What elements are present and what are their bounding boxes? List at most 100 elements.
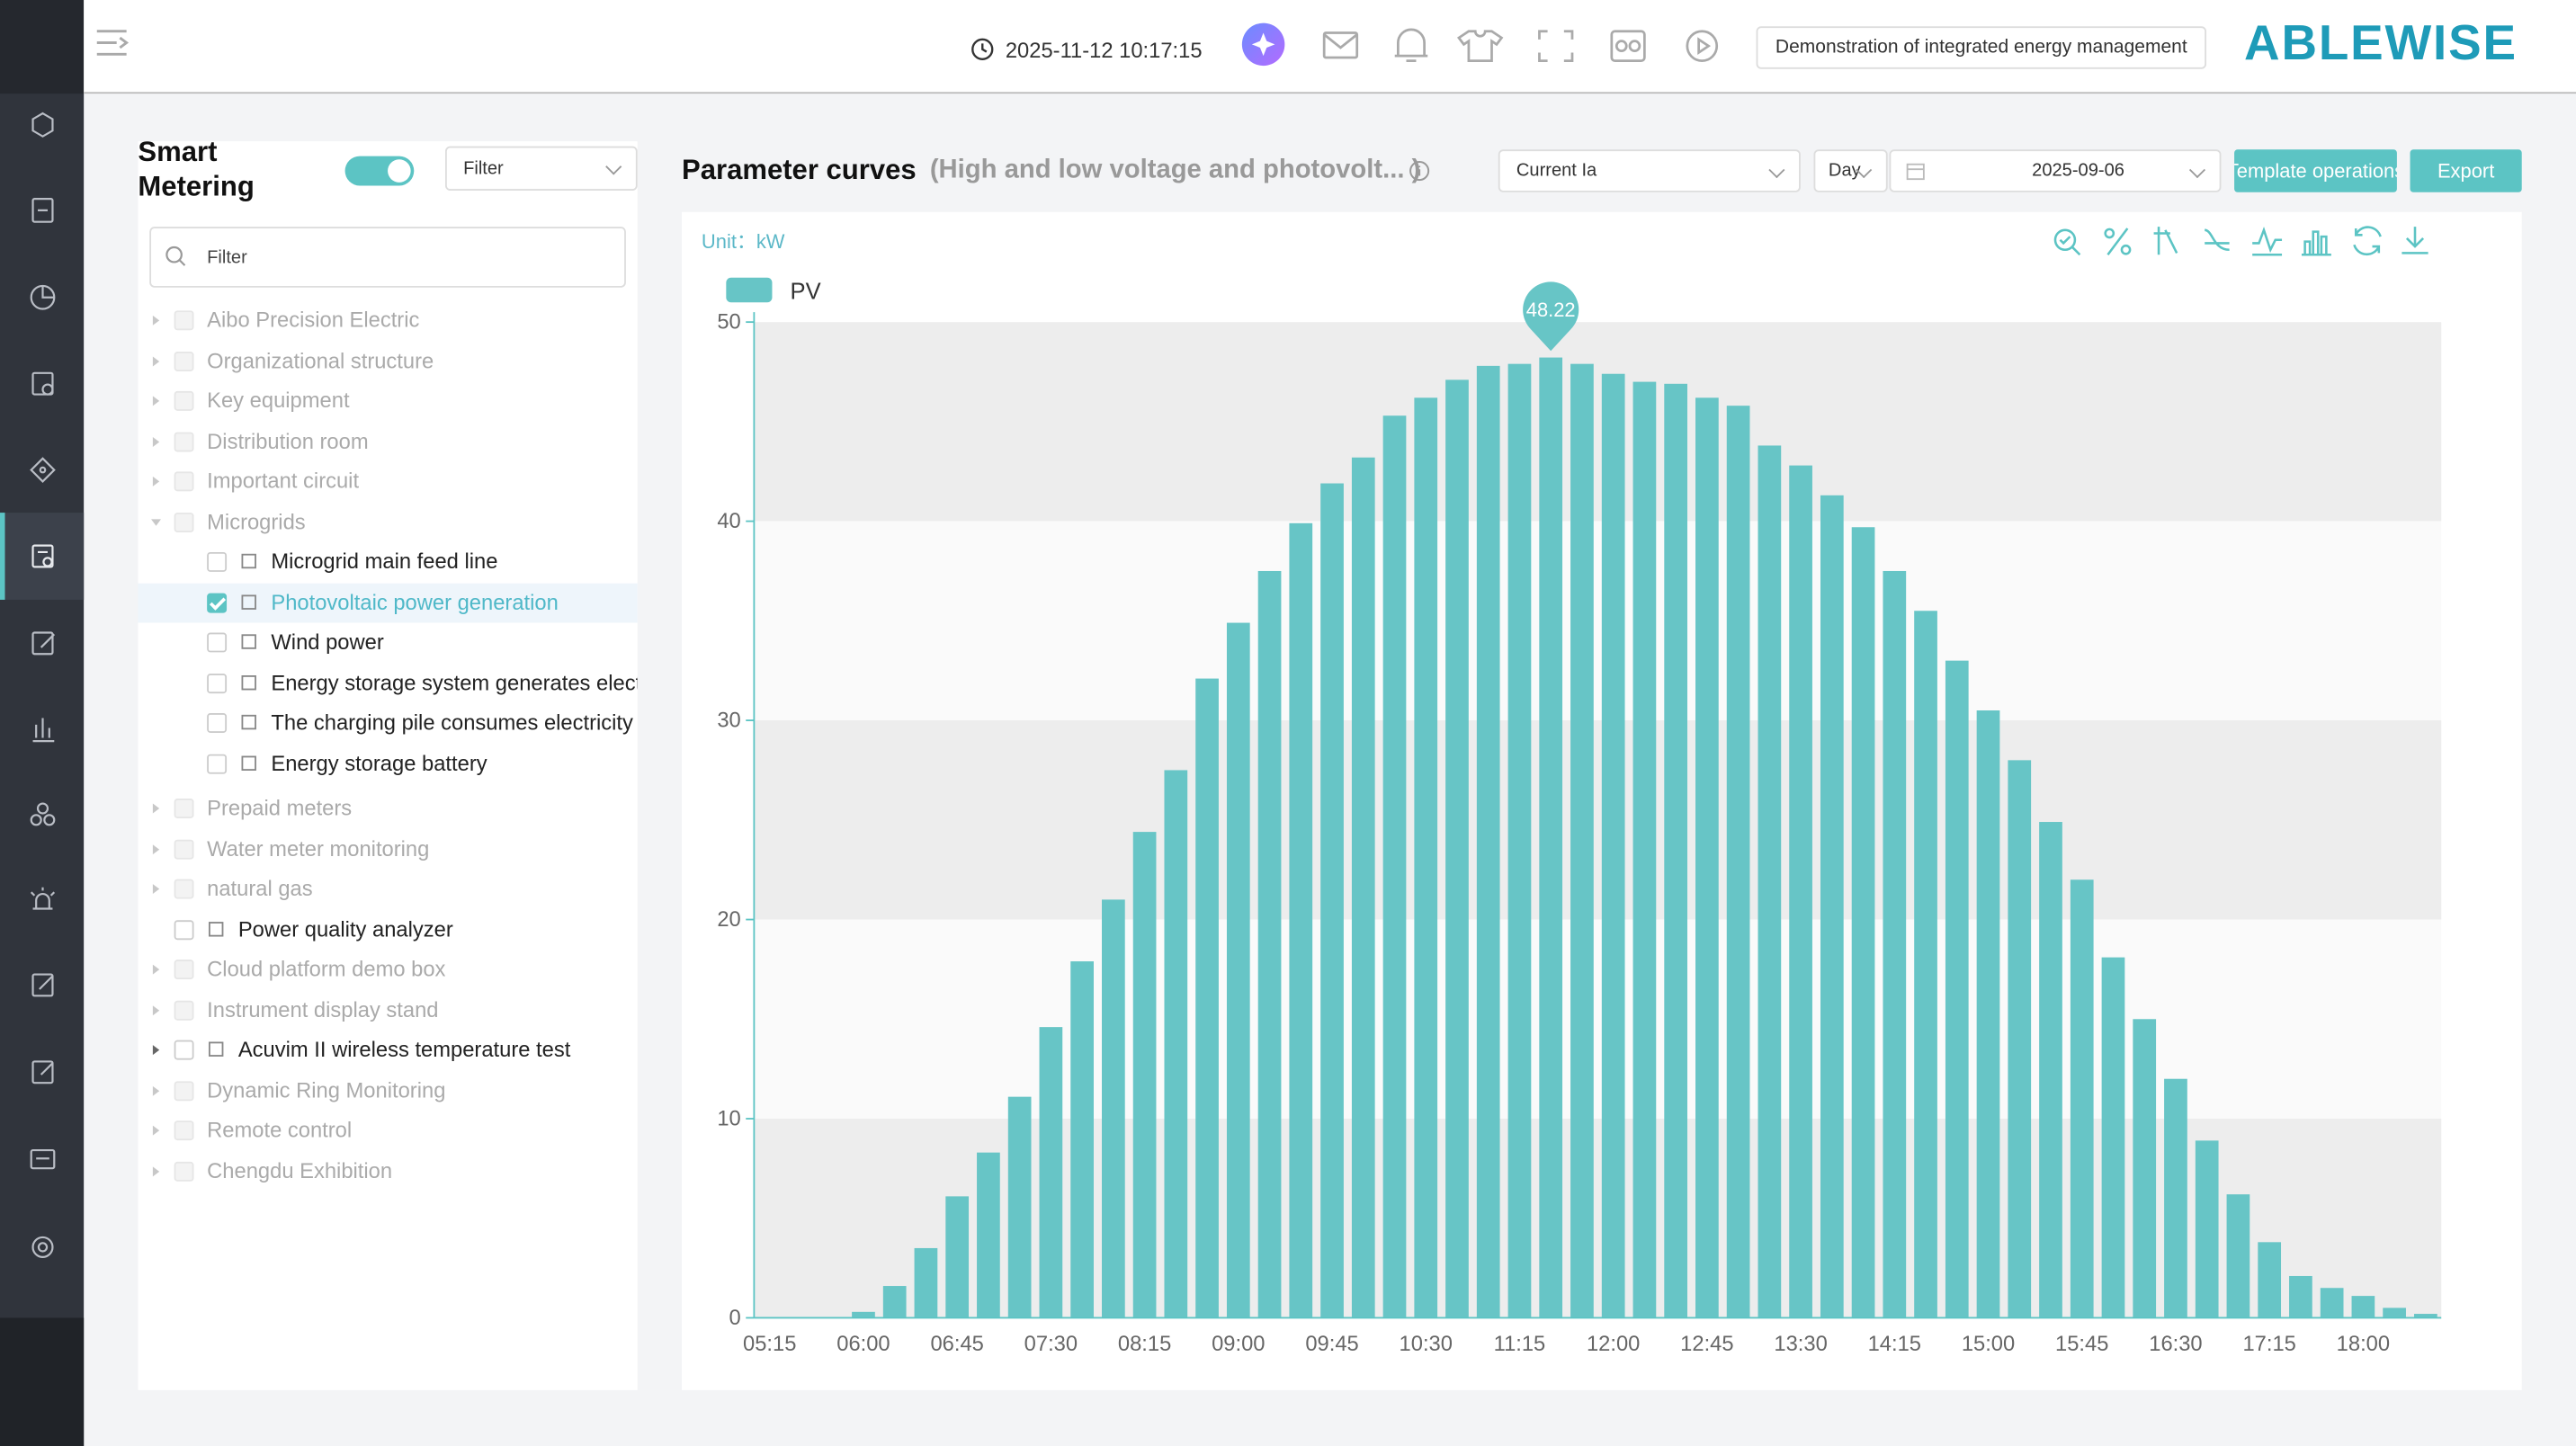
area-tool[interactable] (2252, 226, 2283, 256)
date-picker[interactable]: 2025-09-06 (1889, 149, 2222, 192)
parameter-select[interactable]: Current Ia (1498, 149, 1801, 192)
checkbox[interactable] (174, 310, 194, 331)
download-tool[interactable] (2402, 227, 2428, 254)
nav-icon[interactable] (30, 887, 56, 910)
mail-icon[interactable] (1322, 31, 1359, 59)
assistant-icon[interactable] (1241, 22, 1285, 67)
bar-tool[interactable] (2301, 230, 2331, 256)
expand-arrow[interactable] (152, 1084, 160, 1095)
percent-tool[interactable] (2104, 228, 2132, 255)
tree-row[interactable]: Microgrids (138, 502, 637, 541)
expand-arrow[interactable] (151, 518, 161, 525)
nav-icon[interactable] (30, 457, 56, 483)
tree-row[interactable]: Remote control (138, 1111, 637, 1150)
expand-arrow[interactable] (152, 803, 160, 814)
checkbox[interactable] (174, 879, 194, 899)
tree-row[interactable]: natural gas (138, 870, 637, 909)
checkbox[interactable] (207, 713, 228, 733)
expand-arrow[interactable] (152, 1045, 160, 1056)
theme-icon[interactable] (1456, 30, 1504, 62)
checkbox[interactable] (174, 1080, 194, 1101)
nav-icon[interactable] (30, 802, 56, 826)
tree-row[interactable]: Energy storage battery (138, 744, 637, 783)
checkbox[interactable] (207, 551, 228, 572)
nav-icon[interactable] (31, 973, 54, 997)
expand-arrow[interactable] (152, 315, 160, 326)
tree-row[interactable]: Organizational structure (138, 341, 637, 380)
checkbox[interactable] (174, 471, 194, 492)
tree-row[interactable]: Photovoltaic power generation (138, 582, 638, 622)
expand-arrow[interactable] (152, 355, 160, 366)
checkbox[interactable] (174, 512, 194, 532)
info-icon[interactable] (1408, 159, 1431, 183)
expand-arrow[interactable] (152, 436, 160, 447)
nav-icon[interactable] (31, 371, 54, 396)
tree-row[interactable]: Power quality analyzer (138, 909, 637, 949)
checkbox[interactable] (174, 919, 194, 940)
fullscreen-icon[interactable] (1538, 30, 1574, 62)
tree-row[interactable]: Aibo Precision Electric (138, 300, 637, 340)
checkbox[interactable] (174, 838, 194, 859)
tree-row[interactable]: The charging pile consumes electricity (138, 703, 637, 743)
view-switch[interactable] (344, 156, 415, 186)
expand-arrow[interactable] (152, 1004, 160, 1015)
tree-row[interactable]: Microgrid main feed line (138, 542, 637, 582)
tree-row[interactable]: Key equipment (138, 381, 637, 421)
nav-icon[interactable] (31, 1060, 54, 1084)
nav-icon[interactable] (31, 1236, 54, 1258)
tree-row[interactable]: Dynamic Ring Monitoring (138, 1070, 637, 1110)
voicemail-icon[interactable] (1610, 30, 1646, 62)
checkbox[interactable] (174, 1120, 194, 1141)
tree-row[interactable]: Wind power (138, 623, 637, 663)
nav-icon[interactable] (31, 198, 54, 223)
nav-icon[interactable] (30, 1148, 56, 1170)
expand-arrow[interactable] (152, 884, 160, 895)
checkbox[interactable] (207, 753, 228, 773)
nav-icon[interactable] (32, 718, 55, 743)
tree-row[interactable]: Energy storage system generates electric… (138, 663, 638, 702)
expand-arrow[interactable] (152, 1165, 160, 1176)
tree-row[interactable]: Water meter monitoring (138, 829, 637, 869)
period-select[interactable]: Day (1813, 149, 1888, 192)
tree-row[interactable]: Important circuit (138, 461, 637, 501)
expand-arrow[interactable] (152, 396, 160, 406)
checkbox[interactable] (207, 632, 228, 653)
refresh-tool[interactable] (2353, 226, 2382, 256)
project-selector[interactable]: Demonstration of integrated energy manag… (1756, 26, 2207, 69)
tree-row[interactable]: Instrument display stand (138, 990, 637, 1030)
export-button[interactable]: Export (2410, 149, 2522, 192)
tree-label: Remote control (207, 1117, 353, 1142)
bell-icon[interactable] (1394, 28, 1428, 62)
checkbox[interactable] (174, 390, 194, 411)
line-tool[interactable] (2204, 228, 2230, 252)
nav-icon[interactable] (31, 112, 54, 138)
expand-arrow[interactable] (152, 1125, 160, 1136)
replay-icon[interactable] (1686, 30, 1719, 62)
checkbox[interactable] (174, 999, 194, 1020)
nav-icon[interactable] (30, 284, 56, 310)
tree-row[interactable]: Distribution room (138, 422, 637, 461)
tree-row[interactable]: Acuvim II wireless temperature test (138, 1031, 637, 1070)
checkbox[interactable] (174, 960, 194, 980)
checkbox[interactable] (207, 673, 228, 693)
nav-icon[interactable] (31, 631, 56, 656)
expand-arrow[interactable] (152, 844, 160, 854)
expand-arrow[interactable] (152, 476, 160, 486)
tree-row[interactable]: Chengdu Exhibition (138, 1151, 637, 1191)
tree-row[interactable]: Cloud platform demo box (138, 950, 637, 989)
checkbox[interactable] (174, 799, 194, 818)
menu-toggle[interactable] (94, 22, 143, 71)
checkbox[interactable] (174, 1040, 194, 1060)
filter-select[interactable]: Filter (444, 146, 638, 191)
restore-tool[interactable] (2153, 227, 2178, 255)
expand-arrow[interactable] (152, 964, 160, 975)
zoom-tool[interactable] (2053, 228, 2081, 256)
template-button[interactable]: Template operations (2234, 149, 2397, 192)
checkbox[interactable] (207, 592, 228, 612)
checkbox[interactable] (174, 431, 194, 451)
checkbox[interactable] (174, 351, 194, 371)
tree-row[interactable]: Prepaid meters (138, 789, 637, 828)
search-input[interactable]: Filter (149, 227, 626, 288)
checkbox[interactable] (174, 1160, 194, 1181)
nav-icon[interactable] (31, 544, 54, 568)
